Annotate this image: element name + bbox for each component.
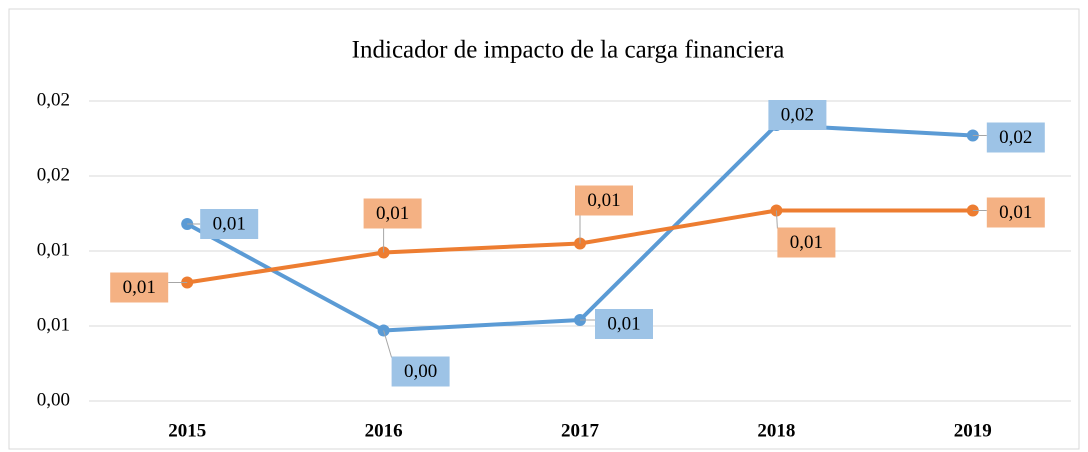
data-label: 0,02 [781, 104, 814, 125]
x-tick-label: 2017 [561, 420, 600, 441]
data-label-box [110, 272, 169, 303]
data-label: 0,01 [213, 213, 246, 234]
x-tick-label: 2016 [365, 420, 403, 441]
y-tick-label: 0,01 [37, 239, 70, 260]
data-label: 0,01 [790, 232, 823, 253]
data-label-box [363, 198, 422, 229]
data-label-box [575, 185, 633, 216]
chart-title: Indicador de impacto de la carga financi… [352, 37, 785, 64]
data-label: 0,02 [999, 127, 1032, 148]
y-tick-label: 0,00 [37, 389, 70, 410]
x-tick-label: 2018 [757, 420, 795, 441]
x-tick-label: 2015 [168, 420, 206, 441]
data-label-box [200, 209, 259, 239]
leader-line [775, 210, 778, 229]
y-tick-label: 0,01 [37, 314, 70, 335]
data-label: 0,01 [587, 190, 620, 211]
data-label: 0,01 [999, 202, 1032, 223]
data-label-box [768, 100, 827, 130]
data-label-box [391, 356, 450, 387]
data-label: 0,01 [376, 203, 409, 224]
data-label-box [986, 197, 1045, 228]
x-tick-label: 2019 [954, 420, 992, 441]
data-label: 0,01 [607, 313, 640, 334]
chart-frame [8, 8, 1080, 450]
data-label-box [595, 309, 653, 339]
y-tick-label: 0,02 [37, 164, 70, 185]
data-label-box [777, 227, 836, 258]
y-tick-label: 0,02 [37, 89, 70, 110]
data-label-box [986, 122, 1045, 153]
data-label: 0,00 [404, 361, 437, 382]
leader-line [383, 330, 393, 358]
data-label: 0,01 [123, 277, 156, 298]
